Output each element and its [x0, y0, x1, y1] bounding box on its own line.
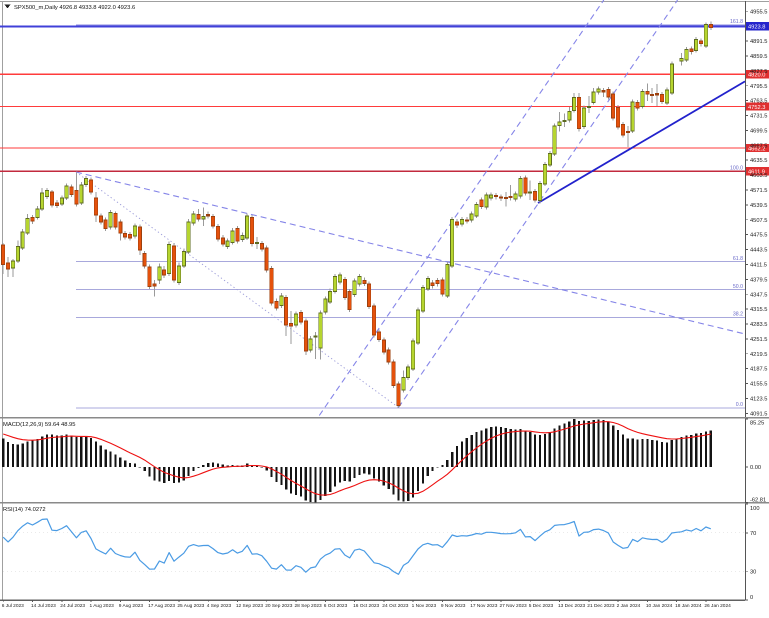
svg-text:0: 0 — [750, 595, 753, 601]
svg-text:4251.5: 4251.5 — [750, 337, 767, 343]
svg-text:4 Sep 2023: 4 Sep 2023 — [207, 603, 232, 609]
svg-text:10 Jan 2024: 10 Jan 2024 — [646, 603, 673, 609]
svg-text:4827.5: 4827.5 — [750, 69, 767, 75]
svg-text:24 Oct 2023: 24 Oct 2023 — [382, 603, 408, 609]
svg-text:4752.3: 4752.3 — [748, 105, 765, 111]
svg-text:100: 100 — [750, 506, 760, 512]
svg-text:100.0: 100.0 — [730, 165, 743, 171]
svg-text:2 Jan 2024: 2 Jan 2024 — [617, 603, 641, 609]
svg-text:4731.5: 4731.5 — [750, 114, 767, 120]
svg-text:4315.5: 4315.5 — [750, 307, 767, 313]
svg-text:13 Dec 2023: 13 Dec 2023 — [558, 603, 586, 609]
svg-text:4379.5: 4379.5 — [750, 277, 767, 283]
svg-text:50.0: 50.0 — [733, 284, 743, 290]
svg-text:4283.5: 4283.5 — [750, 322, 767, 328]
svg-text:6 Oct 2023: 6 Oct 2023 — [324, 603, 348, 609]
svg-text:RSI(14) 74.0272: RSI(14) 74.0272 — [3, 507, 46, 513]
svg-text:30: 30 — [750, 570, 756, 576]
svg-text:9 Aug 2023: 9 Aug 2023 — [119, 603, 144, 609]
svg-text:27 Nov 2023: 27 Nov 2023 — [500, 603, 528, 609]
svg-text:20 Sep 2023: 20 Sep 2023 — [265, 603, 293, 609]
svg-text:4411.5: 4411.5 — [750, 263, 767, 269]
svg-text:0.00: 0.00 — [750, 465, 761, 471]
svg-text:14 Jul 2023: 14 Jul 2023 — [31, 603, 56, 609]
svg-text:4923.8: 4923.8 — [748, 25, 765, 31]
svg-text:21 Dec 2023: 21 Dec 2023 — [587, 603, 615, 609]
svg-text:4955.5: 4955.5 — [750, 9, 767, 15]
svg-text:38.2: 38.2 — [733, 312, 743, 318]
svg-text:4859.5: 4859.5 — [750, 54, 767, 60]
svg-text:0.0: 0.0 — [736, 402, 743, 408]
svg-text:17 Aug 2023: 17 Aug 2023 — [148, 603, 175, 609]
svg-text:4539.5: 4539.5 — [750, 203, 767, 209]
svg-text:4155.5: 4155.5 — [750, 382, 767, 388]
svg-text:1 Aug 2023: 1 Aug 2023 — [90, 603, 115, 609]
svg-text:70: 70 — [750, 531, 756, 537]
svg-text:4699.5: 4699.5 — [750, 129, 767, 135]
svg-text:16 Oct 2023: 16 Oct 2023 — [353, 603, 379, 609]
svg-text:-62.81: -62.81 — [750, 498, 766, 504]
svg-text:4571.5: 4571.5 — [750, 188, 767, 194]
svg-text:18 Jan 2024: 18 Jan 2024 — [675, 603, 702, 609]
svg-text:1 Nov 2023: 1 Nov 2023 — [412, 603, 437, 609]
svg-text:9 Nov 2023: 9 Nov 2023 — [441, 603, 466, 609]
svg-text:4091.5: 4091.5 — [750, 411, 767, 417]
svg-text:4891.5: 4891.5 — [750, 39, 767, 45]
svg-text:4611.9: 4611.9 — [748, 170, 765, 176]
svg-text:17 Nov 2023: 17 Nov 2023 — [470, 603, 498, 609]
svg-text:26 Jan 2024: 26 Jan 2024 — [704, 603, 731, 609]
svg-text:4603.5: 4603.5 — [750, 173, 767, 179]
svg-text:85.25: 85.25 — [750, 421, 764, 427]
svg-text:161.8: 161.8 — [730, 19, 743, 25]
svg-text:61.8: 61.8 — [733, 256, 743, 262]
svg-text:MACD(12,26,9) 59.64 48.95: MACD(12,26,9) 59.64 48.95 — [3, 422, 76, 428]
svg-text:4347.5: 4347.5 — [750, 292, 767, 298]
svg-text:4635.5: 4635.5 — [750, 158, 767, 164]
svg-text:4667.5: 4667.5 — [750, 143, 767, 149]
svg-text:4219.5: 4219.5 — [750, 352, 767, 358]
svg-text:4662.2: 4662.2 — [748, 146, 765, 152]
svg-text:5 Dec 2023: 5 Dec 2023 — [529, 603, 554, 609]
svg-text:6 Jul 2023: 6 Jul 2023 — [2, 603, 24, 609]
svg-text:25 Aug 2023: 25 Aug 2023 — [177, 603, 204, 609]
svg-text:12 Sep 2023: 12 Sep 2023 — [236, 603, 264, 609]
svg-text:4795.5: 4795.5 — [750, 84, 767, 90]
svg-text:4475.5: 4475.5 — [750, 233, 767, 239]
svg-text:4763.5: 4763.5 — [750, 99, 767, 105]
svg-text:24 Jul 2023: 24 Jul 2023 — [60, 603, 85, 609]
svg-text:4443.5: 4443.5 — [750, 248, 767, 254]
svg-text:4123.5: 4123.5 — [750, 397, 767, 403]
svg-text:4820.0: 4820.0 — [748, 73, 765, 79]
svg-text:4187.5: 4187.5 — [750, 367, 767, 373]
svg-text:4507.5: 4507.5 — [750, 218, 767, 224]
svg-text:28 Sep 2023: 28 Sep 2023 — [295, 603, 323, 609]
svg-text:SPX500_m,Daily 4926.8 4933.8: SPX500_m,Daily 4926.8 4933.8 4922.0 4923… — [14, 5, 135, 11]
